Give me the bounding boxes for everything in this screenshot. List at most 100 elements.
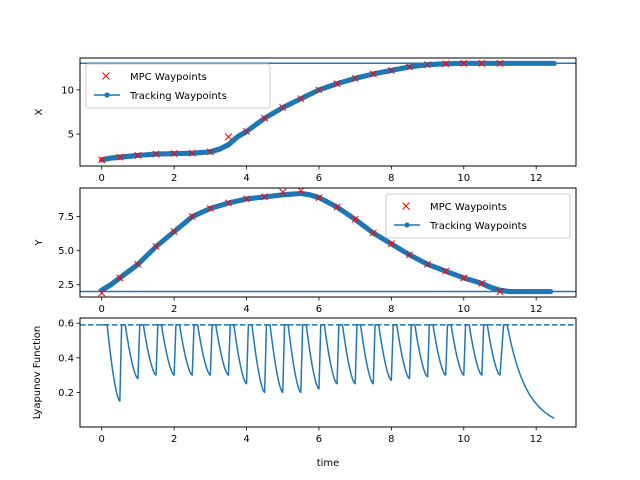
x-tick-label: 4 — [243, 434, 249, 445]
mpc-waypoint — [442, 60, 450, 68]
mpc-waypoint — [333, 203, 341, 211]
mpc-waypoint — [170, 228, 178, 236]
mpc-waypoint — [98, 289, 106, 297]
mpc-waypoint — [387, 66, 395, 74]
mpc-waypoint — [206, 204, 214, 212]
mpc-waypoint — [134, 260, 142, 268]
x-tick-label: 10 — [457, 173, 470, 184]
mpc-waypoint — [478, 279, 486, 287]
legend-box — [85, 63, 271, 109]
mpc-waypoint — [134, 151, 142, 159]
x-tick-label: 10 — [457, 434, 470, 445]
mpc-waypoint — [224, 133, 232, 141]
mpc-waypoint — [333, 80, 341, 88]
plot-clip-group — [80, 59, 576, 164]
x-legend: MPC Waypoints Tracking Waypoints — [85, 63, 271, 109]
mpc-waypoint — [315, 193, 323, 202]
x-tick-label: 8 — [388, 304, 394, 315]
mpc-waypoint — [424, 260, 432, 268]
mpc-waypoint — [152, 150, 160, 158]
x-tick-label: 12 — [530, 434, 543, 445]
mpc-waypoint — [261, 193, 269, 201]
mpc-waypoint — [496, 287, 504, 296]
x-tick-label: 6 — [316, 434, 322, 445]
x-ylabel: X — [34, 108, 45, 115]
x-tick-label: 0 — [99, 304, 105, 315]
x-tick-label: 2 — [171, 173, 177, 184]
legend-tracking-marker — [404, 222, 410, 228]
mpc-waypoint — [297, 188, 305, 195]
mpc-waypoint — [98, 156, 106, 164]
mpc-waypoint — [496, 59, 504, 67]
mpc-waypoint — [460, 274, 468, 282]
y-tick-label: 5.0 — [58, 246, 74, 257]
plot-clip-group — [80, 188, 576, 297]
lyapunov-plot-area — [80, 324, 576, 420]
mpc-waypoint — [424, 61, 432, 69]
plot-clip-group — [80, 324, 576, 420]
y-tick-label: 5 — [68, 130, 74, 141]
mpc-waypoint — [405, 63, 414, 71]
tracking-waypoint — [548, 288, 554, 295]
x-tick-label: 4 — [243, 173, 249, 184]
legend-label: Tracking Waypoints — [129, 91, 227, 102]
lyapunov-axes-frame — [79, 317, 577, 428]
x-tick-label: 2 — [171, 434, 177, 445]
x-tick-label: 8 — [388, 434, 394, 445]
mpc-waypoint — [351, 215, 359, 223]
x-tick-label: 6 — [316, 173, 322, 184]
y-tick-label: 0.6 — [58, 319, 74, 330]
x-plot-area — [80, 59, 576, 164]
x-axes-frame — [79, 57, 577, 167]
legend-tracking-marker — [104, 92, 110, 98]
mpc-waypoint — [460, 59, 468, 67]
x-tick-label: 6 — [316, 304, 322, 315]
y-axes-frame — [79, 187, 577, 298]
mpc-waypoint — [170, 150, 178, 158]
y-plot-area — [80, 188, 576, 297]
legend-mpc-marker — [102, 72, 110, 80]
y-tick-label: 7.5 — [58, 212, 74, 223]
x-tick-label: 4 — [243, 304, 249, 315]
x-ticks: 0 2 4 6 8 10 12 5 10 — [61, 85, 542, 184]
mpc-waypoint — [242, 127, 251, 136]
lyapunov-ticks: 0 2 4 6 8 10 12 0.2 0.4 0.6 — [58, 319, 542, 445]
mpc-waypoint — [242, 195, 251, 203]
mpc-waypoint — [261, 114, 269, 122]
y-legend: MPC Waypoints Tracking Waypoints — [385, 193, 571, 239]
mpc-waypoint — [279, 104, 287, 112]
lyapunov-ylabel: Lyapunov Function — [32, 326, 43, 419]
time-xlabel: time — [317, 458, 340, 469]
x-tick-label: 0 — [99, 434, 105, 445]
tracking-waypoint — [551, 60, 557, 66]
lyapunov-panel: 0 2 4 6 8 10 12 0.2 0.4 0.6 Lyapunov Function tim… — [32, 317, 577, 469]
y-panel: 0 2 4 6 8 10 12 2.5 5.0 7.5 Y MPC Waypoints Tracki… — [34, 187, 577, 315]
legend-label: MPC Waypoints — [430, 202, 507, 213]
mpc-waypoint — [188, 213, 196, 221]
legend-box — [385, 193, 571, 239]
mpc-waypoint — [116, 153, 124, 161]
y-ticks: 0 2 4 6 8 10 12 2.5 5.0 7.5 — [58, 212, 542, 315]
mpc-waypoint — [369, 70, 377, 78]
x-panel: 0 2 4 6 8 10 12 5 10 X MPC Waypoints Tracking Way… — [34, 57, 577, 184]
x-tick-label: 10 — [457, 304, 470, 315]
x-tick-label: 8 — [388, 173, 394, 184]
y-ylabel: Y — [34, 239, 45, 247]
mpc-waypoint — [152, 243, 160, 251]
x-tick-label: 12 — [530, 304, 543, 315]
mpc-waypoint — [297, 95, 305, 103]
lyapunov-function-line — [101, 324, 555, 420]
y-tick-label: 0.2 — [58, 388, 74, 399]
legend-label: Tracking Waypoints — [429, 221, 527, 232]
mpc-waypoint — [224, 199, 232, 207]
mpc-waypoint — [351, 74, 359, 82]
mpc-waypoint — [442, 267, 450, 275]
mpc-waypoint — [279, 188, 287, 196]
mpc-waypoint — [387, 240, 395, 248]
mpc-waypoint — [315, 86, 323, 94]
mpc-waypoint — [478, 59, 486, 67]
y-tick-label: 2.5 — [58, 280, 74, 291]
y-tick-label: 0.4 — [58, 353, 74, 364]
legend-mpc-marker — [402, 202, 410, 210]
